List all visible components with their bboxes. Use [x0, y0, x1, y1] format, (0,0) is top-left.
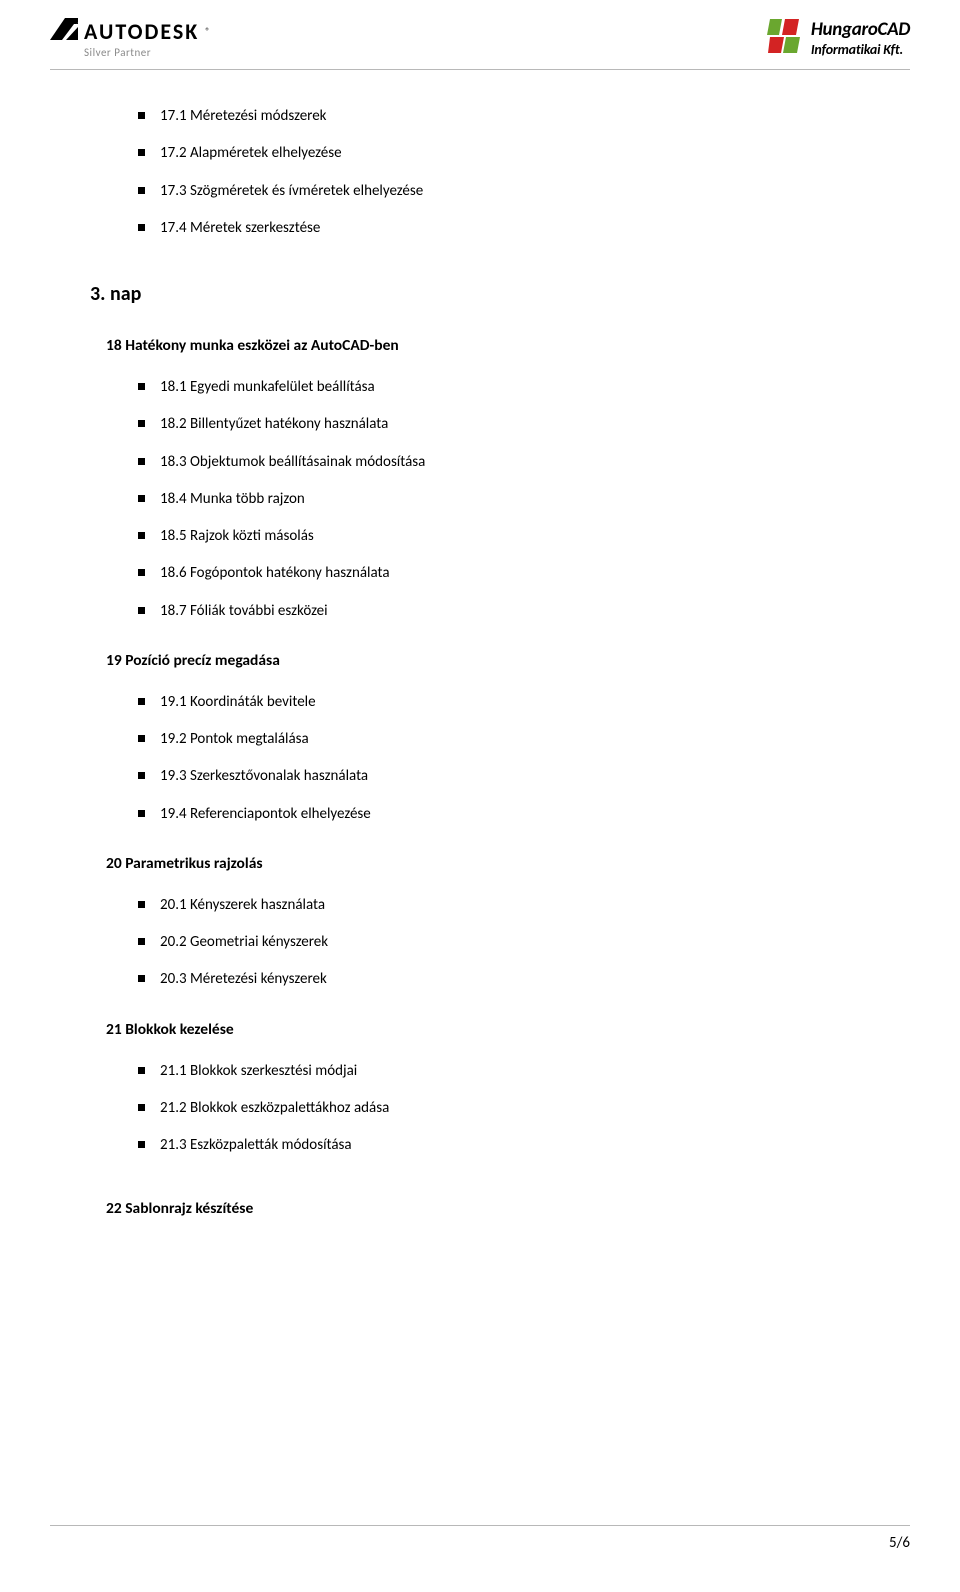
- list-item: 20.2 Geometriai kényszerek: [130, 932, 850, 952]
- list-item: 17.4 Méretek szerkesztése: [130, 218, 850, 238]
- page-number: 5/6: [889, 1534, 910, 1552]
- section-20-heading: 20 Parametrikus rajzolás: [106, 854, 850, 873]
- section-18-list: 18.1 Egyedi munkafelület beállítása 18.2…: [130, 377, 850, 621]
- list-item: 21.1 Blokkok szerkesztési módjai: [130, 1061, 850, 1081]
- section-21-heading: 21 Blokkok kezelése: [106, 1020, 850, 1039]
- list-item: 19.3 Szerkesztővonalak használata: [130, 766, 850, 786]
- list-item: 18.6 Fogópontok hatékony használata: [130, 563, 850, 583]
- section-22-heading: 22 Sablonrajz készítése: [106, 1199, 850, 1218]
- autodesk-logo-row: AUTODESK ®: [50, 18, 210, 45]
- list-item: 18.3 Objektumok beállításainak módosítás…: [130, 452, 850, 472]
- list-item: 20.1 Kényszerek használata: [130, 895, 850, 915]
- list-item: 18.1 Egyedi munkafelület beállítása: [130, 377, 850, 397]
- hungarocad-wordmark: HungaroCAD: [811, 18, 910, 41]
- list-item: 18.5 Rajzok közti másolás: [130, 526, 850, 546]
- list-item: 19.2 Pontok megtalálása: [130, 729, 850, 749]
- day-3-heading: 3. nap: [90, 282, 850, 306]
- list-item: 18.7 Fóliák további eszközei: [130, 601, 850, 621]
- section-20-list: 20.1 Kényszerek használata 20.2 Geometri…: [130, 895, 850, 990]
- page-container: AUTODESK ® Silver Partner HungaroCAD Inf…: [0, 0, 960, 1592]
- autodesk-mark-icon: [50, 18, 78, 45]
- section-17-list: 17.1 Méretezési módszerek 17.2 Alapméret…: [130, 106, 850, 238]
- list-item: 17.2 Alapméretek elhelyezése: [130, 143, 850, 163]
- list-item: 17.1 Méretezési módszerek: [130, 106, 850, 126]
- page-content: 17.1 Méretezési módszerek 17.2 Alapméret…: [0, 70, 960, 1260]
- section-19-heading: 19 Pozíció precíz megadása: [106, 651, 850, 670]
- hungarocad-subtitle: Informatikai Kft.: [811, 41, 903, 58]
- list-item: 17.3 Szögméretek és ívméretek elhelyezés…: [130, 181, 850, 201]
- autodesk-logo-block: AUTODESK ® Silver Partner: [50, 18, 210, 59]
- hungarocad-mark-icon: [767, 19, 803, 58]
- partner-level-label: Silver Partner: [84, 46, 210, 59]
- hungarocad-logo-block: HungaroCAD Informatikai Kft.: [767, 18, 910, 58]
- section-18-heading: 18 Hatékony munka eszközei az AutoCAD-be…: [106, 336, 850, 355]
- page-footer: 5/6: [50, 1525, 910, 1552]
- list-item: 19.4 Referenciapontok elhelyezése: [130, 804, 850, 824]
- list-item: 21.3 Eszközpaletták módosítása: [130, 1135, 850, 1155]
- page-header: AUTODESK ® Silver Partner HungaroCAD Inf…: [50, 0, 910, 70]
- autodesk-wordmark: AUTODESK: [84, 18, 199, 45]
- list-item: 18.2 Billentyűzet hatékony használata: [130, 414, 850, 434]
- list-item: 18.4 Munka több rajzon: [130, 489, 850, 509]
- hungarocad-text-col: HungaroCAD Informatikai Kft.: [811, 18, 910, 58]
- list-item: 20.3 Méretezési kényszerek: [130, 969, 850, 989]
- list-item: 19.1 Koordináták bevitele: [130, 692, 850, 712]
- section-21-list: 21.1 Blokkok szerkesztési módjai 21.2 Bl…: [130, 1061, 850, 1156]
- section-19-list: 19.1 Koordináták bevitele 19.2 Pontok me…: [130, 692, 850, 824]
- registered-icon: ®: [205, 26, 210, 37]
- list-item: 21.2 Blokkok eszközpalettákhoz adása: [130, 1098, 850, 1118]
